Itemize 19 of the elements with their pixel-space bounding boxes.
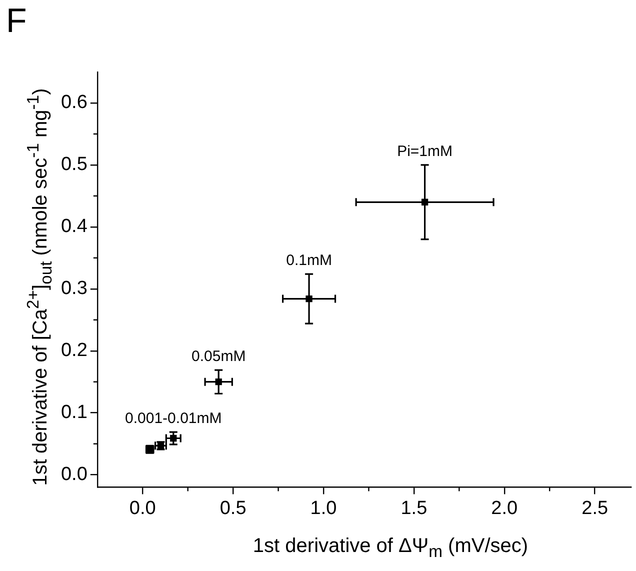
annotation: 0.1mM	[286, 252, 332, 270]
x-tick-label: 1.0	[310, 498, 337, 519]
y-tick-label: 0.0	[60, 464, 88, 486]
x-tick-label: 1.5	[400, 498, 428, 519]
x-tick-label: 2.0	[491, 498, 518, 519]
y-tick-label: 0.6	[60, 92, 88, 114]
annotation: 0.001-0.01mM	[125, 410, 222, 428]
x-tick-label: 2.5	[582, 498, 608, 519]
y-tick-label: 0.2	[60, 340, 88, 362]
y-tick-label: 0.1	[60, 402, 88, 424]
y-tick-label: 0.3	[60, 278, 88, 300]
x-tick-label: 0.0	[129, 498, 156, 519]
annotation: Pi=1mM	[397, 143, 453, 160]
annotation: 0.05mM	[192, 348, 246, 366]
y-tick-label: 0.5	[60, 154, 88, 176]
x-axis-title: 1st derivative of ΔΨ$_{m}$ (mV/sec)	[252, 535, 530, 562]
y-tick-label: 0.4	[60, 216, 88, 238]
x-tick-label: 0.5	[220, 498, 246, 519]
chart-title: F	[6, 2, 27, 41]
